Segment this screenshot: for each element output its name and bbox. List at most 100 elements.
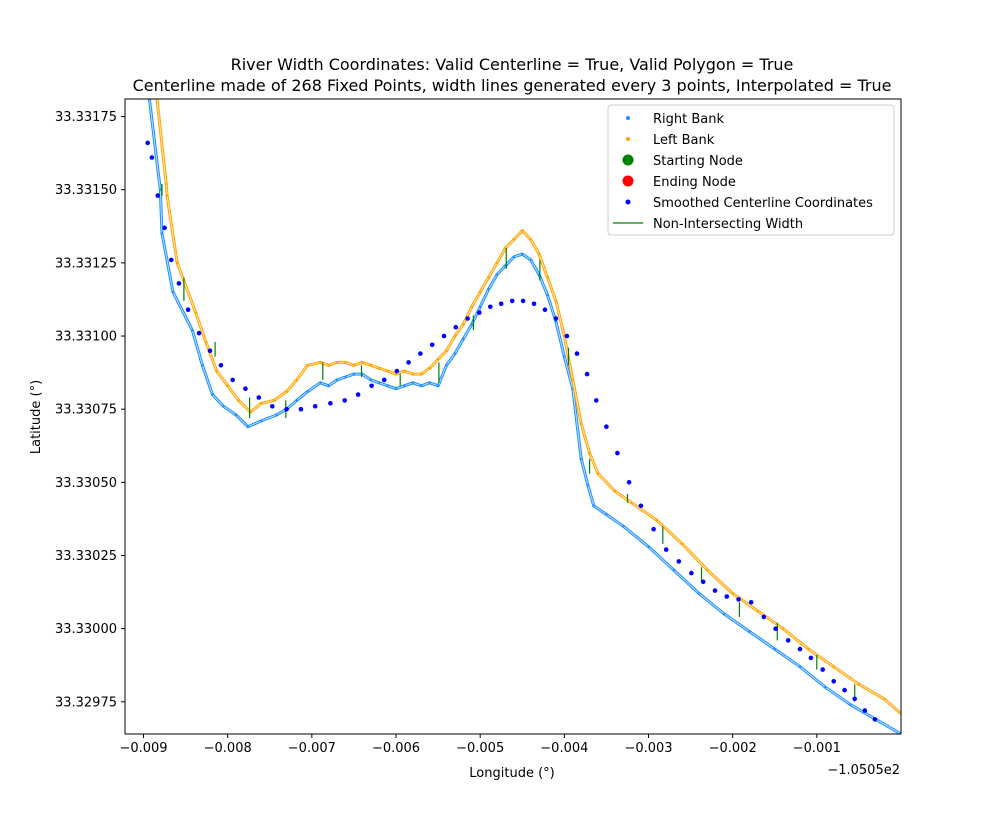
y-tick-label: 33.32975 [55, 695, 117, 710]
right-bank-point [420, 384, 423, 387]
left-bank-point [352, 364, 356, 367]
x-axis: −0.009 −0.008 −0.007 −0.006 −0.005 −0.004 −0.0… [119, 734, 841, 756]
centerline-point [785, 638, 791, 643]
right-bank-point [592, 504, 595, 507]
right-bank-point [234, 413, 238, 417]
x-tick-label: −0.007 [288, 741, 336, 756]
right-bank-point [171, 290, 175, 294]
left-bank-point [537, 252, 541, 256]
right-bank-point [386, 384, 389, 387]
right-bank-point [201, 364, 204, 367]
chart-subtitle: Centerline made of 268 Fixed Points, wid… [133, 76, 892, 95]
centerline-point [761, 614, 767, 620]
right-bank-point [563, 355, 566, 358]
left-bank-point [495, 261, 499, 265]
x-tick-label: −0.004 [540, 741, 588, 756]
right-bank-point [275, 413, 278, 417]
left-bank-point [883, 697, 886, 701]
centerline-point [626, 480, 632, 485]
centerline-point [149, 155, 155, 160]
right-bank-point [453, 352, 457, 355]
centerline-point [196, 330, 202, 336]
right-bank-point [260, 419, 263, 423]
right-bank-point [246, 425, 250, 428]
centerline-point [312, 404, 318, 409]
left-bank-point [204, 340, 207, 344]
x-offset-label: −1.0505e2 [827, 763, 900, 778]
centerline-point [230, 377, 235, 383]
centerline-point [712, 588, 718, 593]
left-bank-point [361, 361, 364, 364]
left-bank-point [807, 647, 810, 651]
left-bank-point [571, 378, 574, 382]
left-bank-point [306, 364, 309, 367]
left-bank-point [369, 364, 372, 367]
left-bank-point [546, 276, 549, 279]
y-tick-label: 33.33075 [55, 403, 117, 418]
left-bank-point [613, 489, 616, 493]
centerline-point [574, 351, 580, 356]
left-bank-point [453, 334, 457, 338]
right-bank-point [554, 320, 558, 323]
legend-box [607, 104, 895, 236]
left-bank-point [378, 367, 381, 370]
right-bank-point [462, 337, 465, 341]
right-bank-point [487, 288, 490, 291]
centerline-point [808, 655, 814, 661]
legend-starting-node-label: Starting Node [653, 154, 743, 169]
centerline-point [689, 570, 694, 576]
left-bank-point [165, 182, 168, 186]
x-tick-label: −0.005 [456, 741, 504, 756]
legend-centerline-marker [625, 199, 631, 205]
left-bank-point [260, 402, 263, 405]
left-bank-point [394, 372, 398, 376]
left-bank-point [194, 311, 197, 314]
left-bank-point [857, 683, 861, 686]
right-bank-point [495, 273, 499, 276]
left-bank-point [226, 384, 229, 387]
centerline-point [270, 404, 275, 409]
right-bank-point [159, 188, 162, 191]
y-tick-label: 33.33000 [55, 622, 117, 637]
left-bank-point [470, 305, 473, 308]
left-bank-point [529, 238, 532, 241]
right-bank-point [521, 252, 524, 256]
y-axis: 33.32975 33.33000 33.33025 33.33050 33.33075… [55, 110, 125, 710]
left-bank-point [462, 323, 465, 326]
centerline-point [498, 301, 504, 307]
data-layer [145, 99, 901, 734]
centerline-point [663, 547, 669, 552]
y-tick-label: 33.33175 [55, 110, 117, 125]
left-bank-point [237, 399, 240, 402]
centerline-point [477, 310, 482, 315]
left-bank-point [681, 542, 684, 545]
centerline-point [748, 600, 754, 605]
centerline-point [638, 503, 644, 509]
left-bank-point [655, 519, 659, 522]
y-tick-label: 33.33100 [55, 330, 117, 345]
right-bank-point [191, 329, 194, 332]
left-bank-point [487, 276, 490, 279]
y-tick-label: 33.33150 [55, 183, 117, 198]
left-bank-point [272, 399, 276, 402]
right-bank-point [622, 525, 625, 528]
right-bank-point [546, 293, 549, 297]
centerline-point [169, 257, 174, 263]
right-bank-point [798, 665, 802, 668]
right-bank-point [378, 381, 381, 384]
right-bank-point [411, 381, 414, 384]
y-tick-label: 33.33050 [55, 476, 117, 491]
right-bank-point [605, 513, 608, 516]
centerline-point [465, 316, 470, 321]
right-bank-point [319, 381, 322, 384]
centerline-point [145, 140, 150, 146]
right-bank-point [672, 568, 675, 572]
right-bank-point [436, 384, 440, 387]
left-bank-point [215, 369, 218, 373]
right-bank-point [222, 405, 225, 408]
legend-ending-node-marker [622, 175, 634, 187]
legend-starting-node-marker [622, 154, 634, 166]
centerline-point [820, 667, 825, 672]
left-bank-point [428, 367, 431, 370]
left-bank-point [420, 372, 423, 376]
